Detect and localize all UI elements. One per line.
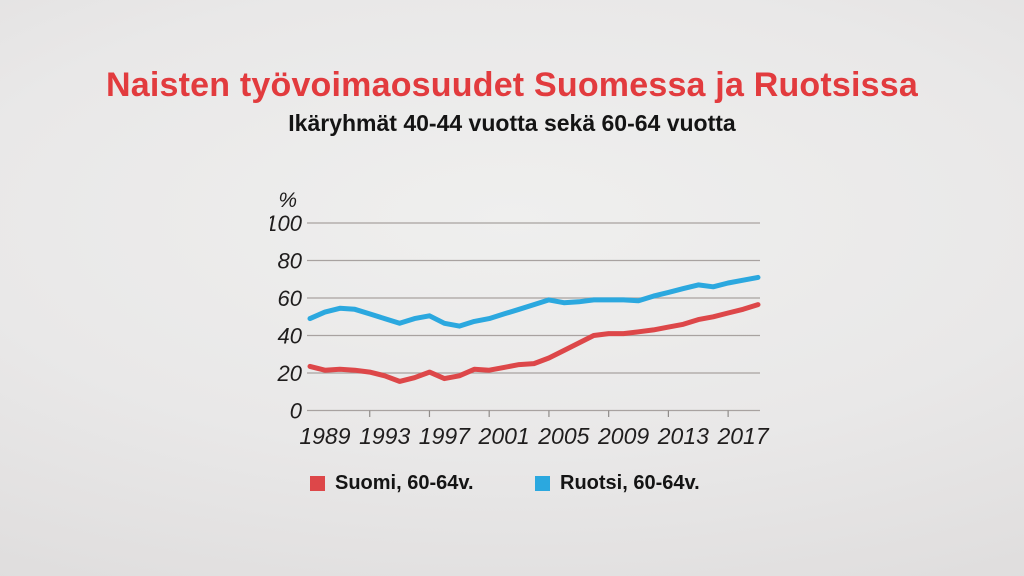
page-subtitle: Ikäryhmät 40-44 vuotta sekä 60-64 vuotta — [288, 110, 736, 136]
series-line-ruotsi — [307, 274, 761, 329]
y-tick-label: 60 — [278, 286, 303, 311]
page-title: Naisten työvoimaosuudet Suomessa ja Ruot… — [105, 66, 919, 104]
series-line-suomi — [307, 302, 761, 384]
x-tick-label: 2017 — [716, 423, 769, 449]
x-tick-label: 1993 — [359, 423, 410, 449]
y-tick-label: 0 — [290, 399, 303, 424]
legend-item-suomi: Suomi, 60-64v. — [310, 472, 474, 495]
suomi-color-swatch — [310, 476, 325, 491]
x-tick-label: 2005 — [537, 423, 589, 449]
y-tick-label: 20 — [277, 361, 303, 386]
y-tick-label: 80 — [278, 249, 303, 274]
x-tick-label: 1989 — [299, 423, 350, 449]
legend-item-ruotsi: Ruotsi, 60-64v. — [535, 472, 700, 495]
ruotsi-color-swatch — [535, 476, 550, 491]
x-tick-label: 2001 — [478, 423, 530, 449]
legend-label-suomi: Suomi, 60-64v. — [335, 472, 474, 494]
y-tick-label: 40 — [278, 324, 303, 349]
x-tick-label: 2013 — [657, 423, 709, 449]
chart-area: 0 20 40 60 80 100% 1989 1993 1997 2001 2005 2009 201… — [265, 185, 790, 465]
legend-label-ruotsi: Ruotsi, 60-64v. — [560, 472, 700, 494]
x-tick-label: 2009 — [597, 423, 649, 449]
labour-force-line-chart: 0 20 40 60 80 100% 1989 1993 1997 2001 2005 2009 201… — [265, 189, 770, 449]
y-tick-label: 100 — [270, 211, 303, 236]
x-tick-label: 1997 — [419, 423, 471, 449]
y-axis-unit-label: % — [278, 189, 297, 212]
